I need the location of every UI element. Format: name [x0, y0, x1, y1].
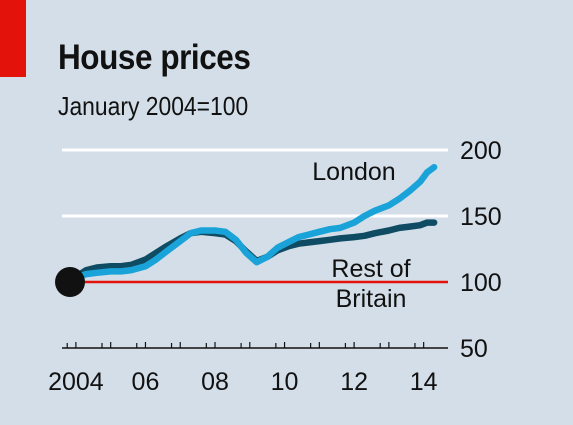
x-axis: 2004 06 08 10 12 14 [48, 342, 448, 396]
gridlines [62, 148, 448, 284]
y-tick-label-50: 50 [460, 335, 488, 363]
y-tick-label-150: 150 [460, 203, 502, 231]
series-label-london: London [312, 158, 395, 186]
y-axis-ticks: 50 100 150 200 [460, 137, 502, 363]
series-label-rest-line1: Rest of [331, 255, 410, 283]
series-line-london [72, 163, 438, 282]
series-labels: London Rest of Britain [312, 158, 410, 313]
y-tick-label-100: 100 [460, 269, 502, 297]
x-tick-label-08: 08 [201, 368, 229, 396]
chart-title: House prices [58, 38, 251, 77]
y-tick-label-200: 200 [460, 137, 502, 165]
x-tick-label-14: 14 [410, 368, 438, 396]
x-tick-label-06: 06 [132, 368, 160, 396]
x-tick-label-12: 12 [340, 368, 368, 396]
x-tick-label-10: 10 [271, 368, 299, 396]
x-tick-label-2004: 2004 [48, 368, 104, 396]
series-lines [55, 163, 438, 297]
start-dot [55, 267, 85, 297]
accent-tab [0, 0, 26, 77]
series-label-rest-line2: Britain [336, 285, 407, 313]
chart-subtitle: January 2004=100 [58, 91, 249, 121]
